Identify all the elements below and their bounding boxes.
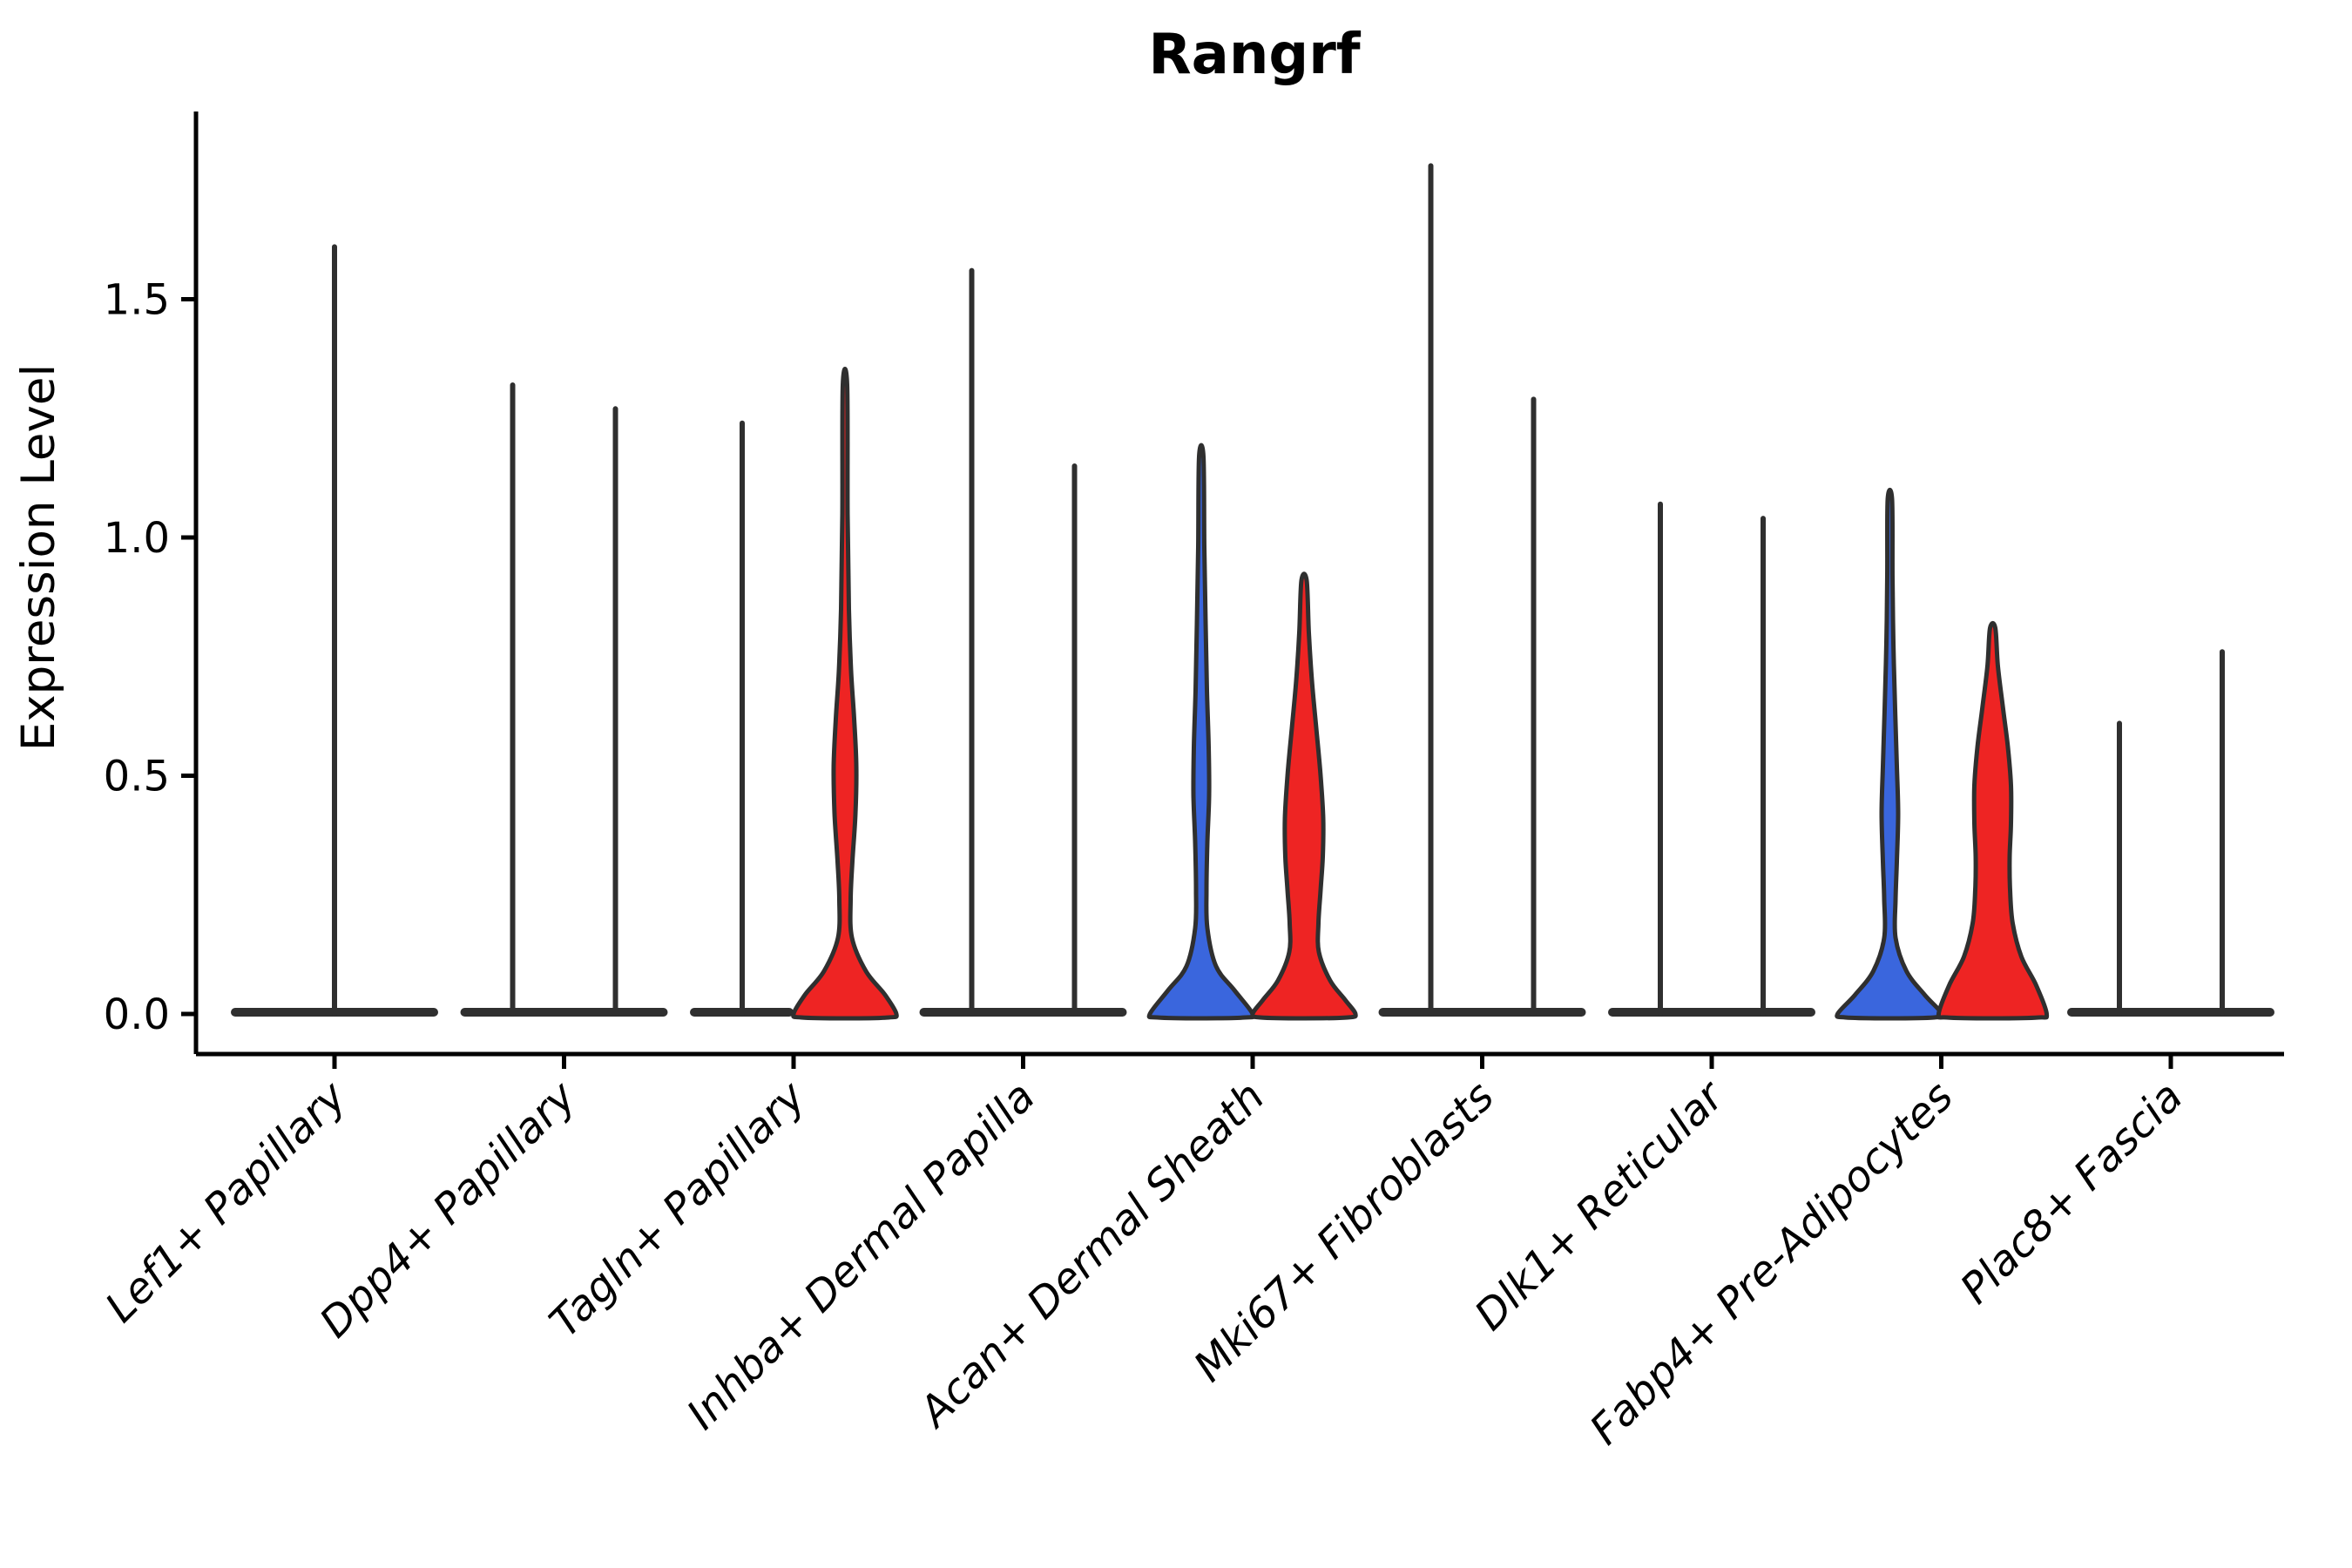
violin-body-right-red bbox=[1936, 620, 2050, 1021]
violin-group-6 bbox=[1608, 501, 1815, 1017]
violin-base-bar bbox=[1378, 1008, 1586, 1017]
x-tick-label: Tagln+ Papillary bbox=[540, 1071, 815, 1347]
violins-layer bbox=[231, 163, 2274, 1021]
violin-body-left-blue bbox=[1146, 443, 1256, 1021]
y-tick-label: 0.5 bbox=[104, 753, 170, 801]
violin-base-bar bbox=[2067, 1008, 2274, 1017]
violin-body-left-blue bbox=[1835, 487, 1945, 1021]
violin-body-right-red bbox=[1250, 571, 1358, 1021]
y-tick-label: 0.0 bbox=[104, 990, 170, 1039]
violin-group-7 bbox=[1835, 487, 2050, 1021]
violin-group-2 bbox=[690, 366, 899, 1021]
x-tick-label: Dlk1+ Reticular bbox=[1465, 1071, 1735, 1341]
violin-group-4 bbox=[1146, 443, 1358, 1021]
x-tick-label: Plac8+ Fascia bbox=[1951, 1072, 2193, 1314]
violin-group-3 bbox=[919, 267, 1127, 1017]
violin-group-1 bbox=[460, 382, 668, 1017]
y-tick-label: 1.0 bbox=[104, 514, 170, 563]
x-tick-label: Fabp4+ Pre-Adipocytes bbox=[1580, 1072, 1963, 1455]
violin-group-0 bbox=[231, 244, 438, 1017]
violin-base-bar bbox=[919, 1008, 1127, 1017]
y-tick-label: 1.5 bbox=[104, 276, 170, 325]
y-axis-label: Expression Level bbox=[12, 364, 65, 751]
violin-group-5 bbox=[1378, 163, 1586, 1017]
axes bbox=[181, 112, 2284, 1069]
y-tick-labels: 0.0 0.5 1.0 1.5 bbox=[104, 276, 170, 1040]
x-tick-label: Dpp4+ Papillary bbox=[310, 1071, 585, 1347]
violin-base-bar bbox=[1608, 1008, 1815, 1017]
violin-base-bar bbox=[460, 1008, 668, 1017]
x-tick-label: Lef1+ Papillary bbox=[96, 1071, 356, 1332]
violin-group-8 bbox=[2067, 649, 2274, 1017]
chart-title: Rangrf bbox=[1148, 23, 1361, 87]
violin-body-right-red bbox=[791, 366, 899, 1021]
